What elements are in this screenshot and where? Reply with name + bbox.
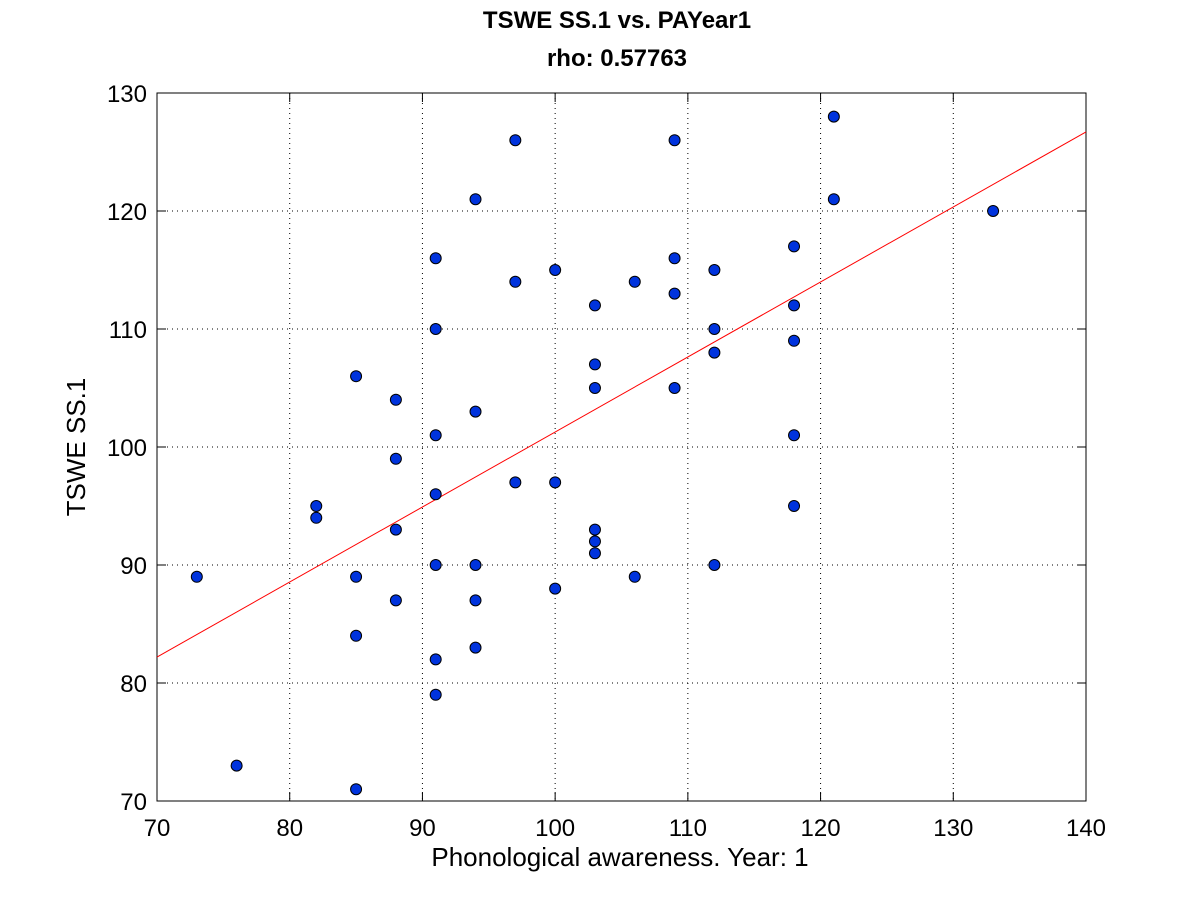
- fit-line: [156, 131, 1087, 658]
- x-tick-label: 120: [801, 815, 841, 842]
- data-point: [549, 476, 562, 489]
- x-axis-label: Phonological awareness. Year: 1: [431, 842, 808, 872]
- y-tick-label: 70: [120, 789, 147, 816]
- plot-area-frame: [156, 92, 1087, 802]
- data-point: [549, 582, 562, 595]
- data-point: [469, 594, 482, 607]
- y-tick-label: 80: [120, 671, 147, 698]
- y-tick-label: 110: [109, 317, 147, 344]
- data-point: [190, 570, 203, 583]
- x-tick-label: 90: [409, 815, 436, 842]
- data-point: [350, 783, 363, 796]
- data-point: [668, 382, 681, 394]
- y-tick-label: 120: [107, 199, 147, 226]
- x-tick-label: 80: [276, 815, 303, 842]
- data-point: [350, 629, 363, 642]
- fit-line-group: [156, 131, 1087, 658]
- data-point: [429, 488, 442, 501]
- data-point: [788, 299, 801, 312]
- data-point: [469, 641, 482, 654]
- y-tick-label: 130: [107, 81, 147, 108]
- data-point: [310, 511, 323, 524]
- chart-title: TSWE SS.1 vs. PAYear1: [483, 7, 751, 34]
- data-point: [788, 500, 801, 512]
- data-point: [429, 429, 442, 442]
- data-point: [350, 570, 363, 583]
- x-tick-label: 130: [933, 815, 973, 842]
- data-point: [310, 500, 323, 512]
- data-point: [668, 252, 681, 265]
- data-point: [987, 205, 1000, 217]
- data-point: [708, 346, 721, 359]
- data-point: [389, 523, 402, 536]
- data-point: [668, 134, 681, 147]
- data-point: [588, 523, 601, 536]
- y-tick-label: 100: [107, 435, 147, 462]
- data-point: [350, 370, 363, 383]
- data-point: [549, 264, 562, 276]
- data-point: [628, 275, 641, 288]
- data-point: [429, 252, 442, 265]
- data-point: [788, 240, 801, 253]
- data-point: [469, 405, 482, 418]
- data-point: [708, 264, 721, 276]
- data-point: [588, 535, 601, 548]
- data-point: [389, 393, 402, 406]
- data-point: [429, 559, 442, 571]
- data-point: [429, 688, 442, 701]
- data-point: [429, 323, 442, 335]
- data-point: [389, 594, 402, 607]
- data-point: [588, 547, 601, 560]
- grid-lines: [157, 93, 1086, 801]
- data-point: [389, 452, 402, 465]
- data-point: [827, 110, 840, 123]
- x-tick-label: 70: [144, 815, 171, 842]
- data-point: [230, 759, 243, 772]
- data-point: [827, 193, 840, 206]
- data-point: [708, 323, 721, 335]
- data-point: [588, 299, 601, 312]
- data-point: [588, 382, 601, 394]
- data-point: [788, 429, 801, 442]
- x-tick-label: 100: [535, 815, 575, 842]
- axis-ticks: 70 80 90 100 110 120 130 140 70 80 90 100 110 120 130: [107, 81, 1106, 842]
- data-point: [509, 134, 522, 147]
- data-point: [628, 570, 641, 583]
- y-tick-label: 90: [120, 553, 147, 580]
- data-point: [788, 334, 801, 347]
- data-point: [469, 193, 482, 206]
- y-axis-label: TSWE SS.1: [61, 378, 91, 517]
- chart-subtitle: rho: 0.57763: [547, 45, 687, 72]
- data-point: [708, 559, 721, 571]
- data-point: [509, 275, 522, 288]
- data-point: [429, 653, 442, 666]
- data-point: [588, 358, 601, 371]
- data-point: [509, 476, 522, 489]
- data-point: [668, 287, 681, 300]
- data-point: [469, 559, 482, 571]
- x-tick-label: 110: [669, 815, 707, 842]
- x-tick-label: 140: [1066, 815, 1106, 842]
- data-points: [190, 110, 1000, 796]
